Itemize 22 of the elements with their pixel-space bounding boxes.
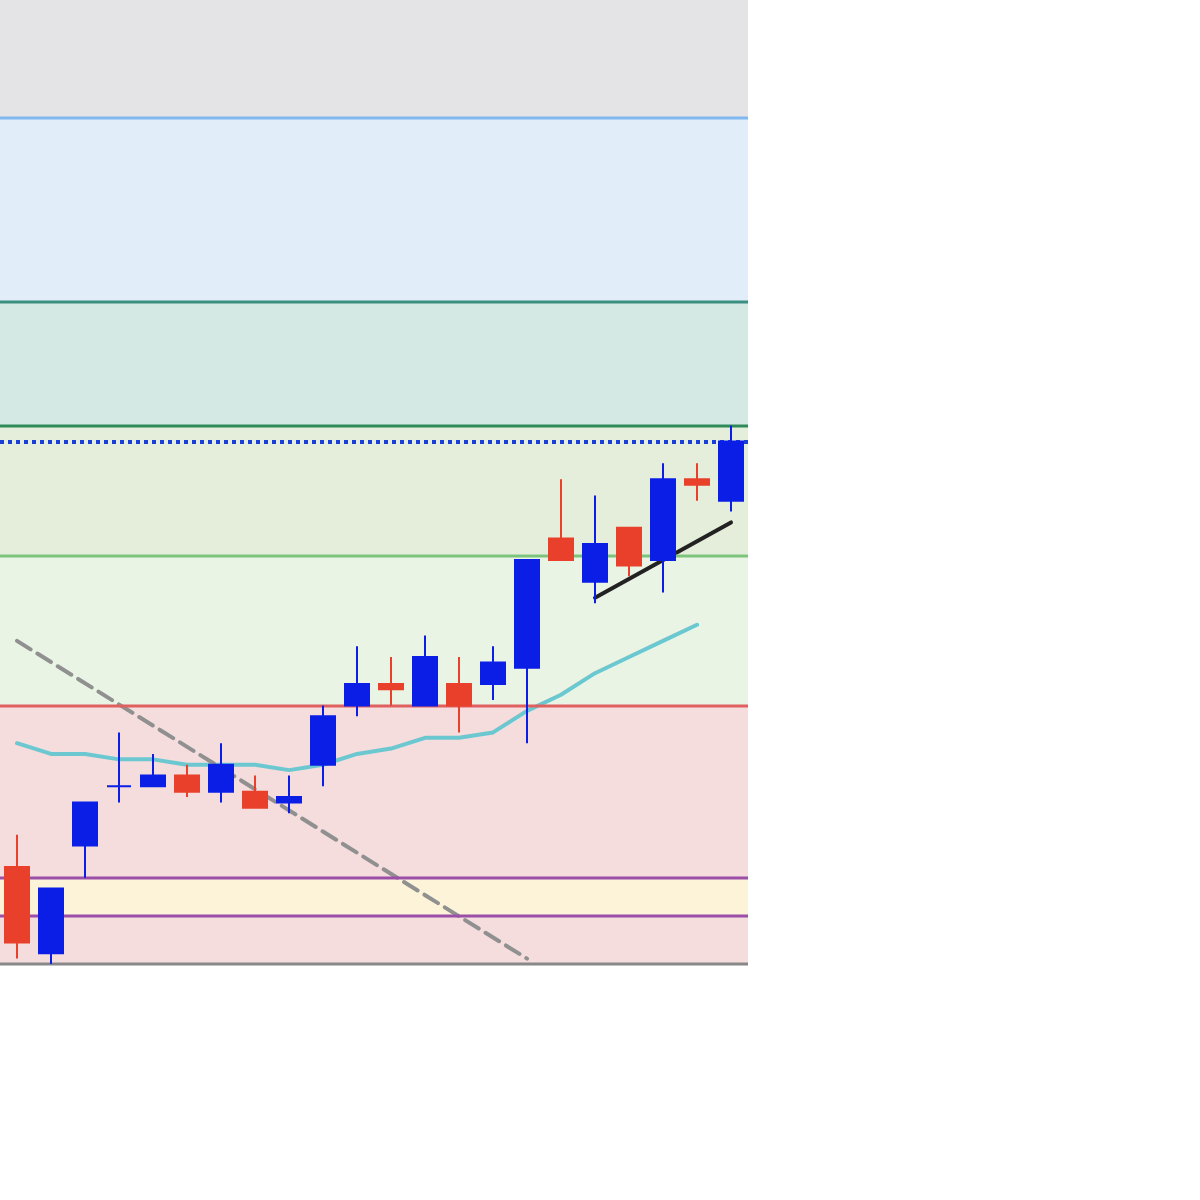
- candlestick: [344, 645, 370, 718]
- candlestick: [446, 656, 472, 734]
- candlestick: [378, 656, 404, 707]
- candlestick: [106, 731, 132, 804]
- candlestick: [412, 634, 438, 707]
- candlestick: [242, 774, 268, 809]
- candlestick: [38, 887, 64, 965]
- candlestick: [684, 462, 710, 502]
- candlestick: [582, 494, 608, 605]
- candlestick: [4, 833, 30, 960]
- candlestick: [72, 801, 98, 879]
- candlestick: [514, 559, 540, 745]
- candlestick: [480, 645, 506, 702]
- candlestick: [310, 704, 336, 788]
- candlestick: [616, 526, 642, 578]
- candlestick: [174, 763, 200, 799]
- candlestick: [140, 752, 166, 788]
- candlestick: [548, 478, 574, 562]
- candlestick: [208, 742, 234, 804]
- candlestick: [650, 462, 676, 594]
- candlestick: [718, 424, 744, 513]
- candlestick: [276, 774, 302, 815]
